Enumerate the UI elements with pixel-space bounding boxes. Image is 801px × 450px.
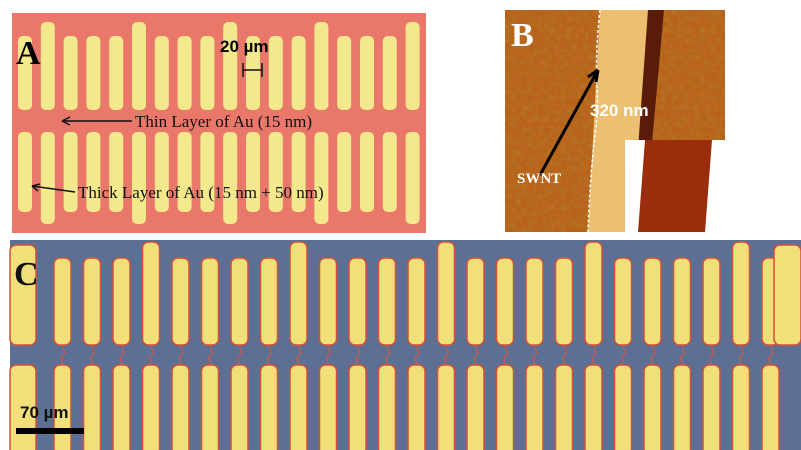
- electrode: [314, 132, 328, 224]
- electrode: [383, 36, 397, 110]
- electrode: [18, 132, 32, 212]
- electrode: [231, 365, 248, 450]
- electrode: [320, 365, 337, 450]
- electrode: [406, 22, 420, 110]
- scale-bar-label: 70 µm: [20, 403, 69, 422]
- panel-label: C: [14, 256, 39, 293]
- panel-label: A: [16, 35, 41, 72]
- electrode: [337, 132, 351, 212]
- electrode: [438, 242, 455, 345]
- electrode: [320, 258, 337, 345]
- electrode: [360, 36, 374, 110]
- electrode: [526, 258, 543, 345]
- electrode: [526, 365, 543, 450]
- electrode: [467, 365, 484, 450]
- electrode: [113, 258, 130, 345]
- panel-label: B: [511, 17, 534, 54]
- electrode: [314, 22, 328, 110]
- electrode: [337, 36, 351, 110]
- annotation: Thin Layer of Au (15 nm): [135, 112, 312, 131]
- figure: A 20 µm Thin Layer of Au (15 nm) Thick L…: [0, 0, 801, 450]
- panel-a: A 20 µm Thin Layer of Au (15 nm) Thick L…: [12, 13, 426, 233]
- annotation: Thick Layer of Au (15 nm + 50 nm): [78, 183, 324, 202]
- electrode: [497, 258, 514, 345]
- electrode: [349, 258, 366, 345]
- electrode: [290, 242, 307, 345]
- electrode: [64, 132, 78, 212]
- annotation: 320 nm: [590, 101, 649, 120]
- electrode: [269, 36, 283, 110]
- electrode: [113, 365, 130, 450]
- electrode: [155, 36, 169, 110]
- panel-b: B 320 nm SWNT: [505, 10, 725, 232]
- electrode: [143, 365, 160, 450]
- electrode: [261, 365, 278, 450]
- page: {"panels": [ {"label": "A", "scale_bar":…: [0, 0, 801, 450]
- electrode: [290, 365, 307, 450]
- electrode: [223, 132, 237, 224]
- scale-bar: [16, 428, 84, 434]
- electrode: [497, 365, 514, 450]
- electrode: [644, 258, 661, 345]
- electrode: [349, 365, 366, 450]
- annotation: SWNT: [517, 171, 561, 187]
- electrode: [438, 365, 455, 450]
- electrode: [202, 365, 219, 450]
- electrode: [733, 242, 750, 345]
- scale-bar-label: 20 µm: [220, 37, 269, 56]
- electrode: [644, 365, 661, 450]
- electrode: [408, 258, 425, 345]
- electrode: [86, 36, 100, 110]
- electrode: [261, 258, 278, 345]
- electrode: [172, 365, 189, 450]
- electrode: [774, 245, 801, 345]
- electrode: [84, 258, 101, 345]
- electrode: [132, 22, 146, 110]
- electrode: [733, 365, 750, 450]
- electrode: [408, 365, 425, 450]
- electrode: [674, 365, 691, 450]
- inset-strip: [638, 140, 712, 232]
- electrode: [383, 132, 397, 212]
- electrode: [231, 258, 248, 345]
- electrode: [292, 36, 306, 110]
- electrode: [143, 242, 160, 345]
- electrode: [200, 36, 214, 110]
- electrode: [64, 36, 78, 110]
- electrode: [467, 258, 484, 345]
- panel-c: C 70 µm: [10, 240, 801, 450]
- electrode: [585, 242, 602, 345]
- electrode: [585, 365, 602, 450]
- electrode: [379, 365, 396, 450]
- electrode: [379, 258, 396, 345]
- electrode: [360, 132, 374, 212]
- electrode: [615, 258, 632, 345]
- electrode: [178, 36, 192, 110]
- electrode: [556, 365, 573, 450]
- electrode: [615, 365, 632, 450]
- electrode: [406, 132, 420, 224]
- electrode: [703, 365, 720, 450]
- electrode: [223, 22, 237, 110]
- electrode: [132, 132, 146, 224]
- electrode: [41, 132, 55, 224]
- electrode: [762, 365, 779, 450]
- electrode: [703, 258, 720, 345]
- electrode: [172, 258, 189, 345]
- electrode: [54, 258, 71, 345]
- electrode: [84, 365, 101, 450]
- electrode: [109, 36, 123, 110]
- electrode: [202, 258, 219, 345]
- electrode: [674, 258, 691, 345]
- electrode: [41, 22, 55, 110]
- electrode: [556, 258, 573, 345]
